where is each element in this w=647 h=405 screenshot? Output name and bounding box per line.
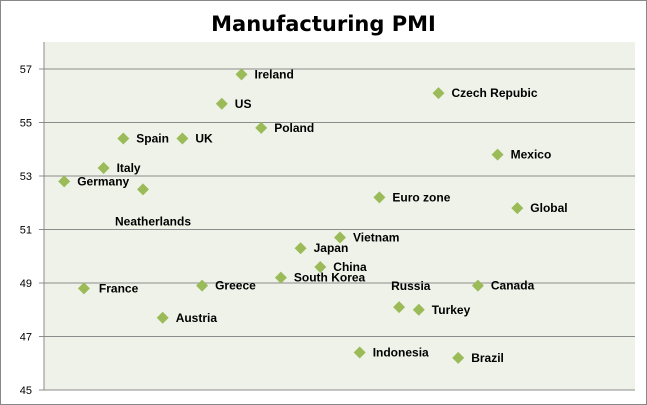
data-point [235,68,248,81]
y-tick-label: 49 [20,278,32,290]
data-point [117,132,130,145]
plot-area [44,42,635,390]
data-label: South Korea [294,271,366,285]
data-point [274,271,287,284]
data-label: Austria [176,311,218,325]
data-label: US [235,97,252,111]
data-point [176,132,189,145]
data-point [215,97,228,110]
y-tick-label: 55 [20,118,32,130]
data-point [77,282,90,295]
data-label: Ireland [255,67,294,81]
data-label: China [333,260,367,274]
data-point [353,346,366,359]
y-tick-label: 53 [20,171,32,183]
y-tick-label: 47 [20,332,32,344]
data-point [452,351,465,364]
data-point [314,260,327,273]
data-point [471,279,484,292]
data-label: Indonesia [373,346,429,360]
data-label: France [99,281,139,295]
data-label: Italy [117,161,141,175]
data-label: Canada [491,279,535,293]
data-label: Spain [136,132,169,146]
data-label: Mexico [511,148,552,162]
data-label: Global [530,201,567,215]
data-point [255,121,268,134]
data-point [393,301,406,314]
data-point [491,148,504,161]
y-tick-label: 57 [20,64,32,76]
data-label: Czech Repubic [452,86,538,100]
data-point [137,183,149,196]
data-point [334,231,346,244]
data-label: Neatherlands [115,214,191,228]
data-label: Russia [391,279,431,293]
data-label: Vietnam [353,231,399,245]
data-point [196,279,209,292]
data-label: Germany [77,174,129,188]
data-label: Poland [274,121,314,135]
data-label: UK [195,132,213,146]
data-label: Turkey [432,303,471,317]
y-tick-label: 51 [20,225,32,237]
y-tick-label: 45 [20,385,32,397]
data-point [156,311,169,324]
data-point [412,303,425,316]
data-label: Euro zone [392,190,450,204]
data-point [97,161,110,174]
data-point [432,87,445,100]
data-label: Greece [215,279,256,293]
data-point [373,191,386,204]
data-label: Brazil [471,351,504,365]
data-point [511,202,524,215]
data-point [294,242,307,255]
chart-title: Manufacturing PMI [211,12,436,36]
data-point [58,175,71,188]
data-label: Japan [314,241,349,255]
